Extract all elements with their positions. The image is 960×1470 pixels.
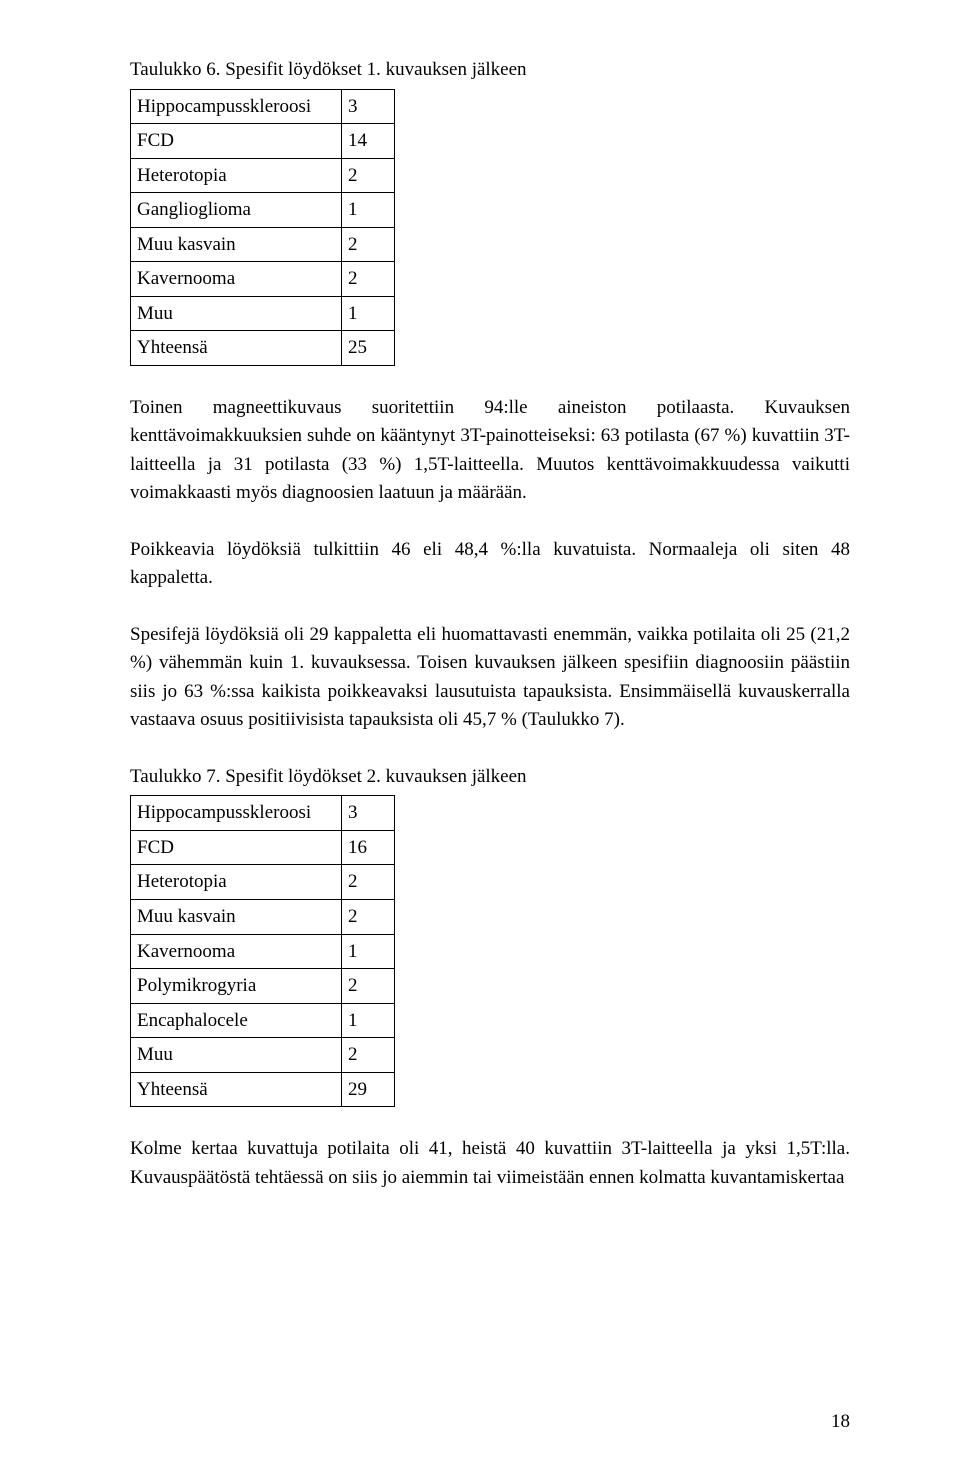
table2-cell-value: 1: [342, 1003, 395, 1038]
table-row: Yhteensä 25: [131, 331, 395, 366]
table2-cell-value: 16: [342, 830, 395, 865]
body-paragraph-3: Spesifejä löydöksiä oli 29 kappaletta el…: [130, 621, 850, 735]
table1-cell-value: 1: [342, 193, 395, 228]
table2-cell-value: 1: [342, 934, 395, 969]
table2-cell-label: Kavernooma: [131, 934, 342, 969]
body-paragraph-2: Poikkeavia löydöksiä tulkittiin 46 eli 4…: [130, 536, 850, 593]
table2-cell-label: Heterotopia: [131, 865, 342, 900]
table2-cell-label: Muu: [131, 1038, 342, 1073]
table1-cell-value: 25: [342, 331, 395, 366]
table1-cell-label: Muu: [131, 296, 342, 331]
table1-cell-value: 3: [342, 89, 395, 124]
table1-cell-label: Hippocampusskleroosi: [131, 89, 342, 124]
table1-cell-value: 2: [342, 227, 395, 262]
table1-cell-value: 14: [342, 124, 395, 159]
table2-cell-label: Yhteensä: [131, 1072, 342, 1107]
table2-cell-value: 29: [342, 1072, 395, 1107]
table1-cell-label: Kavernooma: [131, 262, 342, 297]
table-row: Encaphalocele 1: [131, 1003, 395, 1038]
table-row: Kavernooma 2: [131, 262, 395, 297]
table1-cell-label: Heterotopia: [131, 158, 342, 193]
table-row: Heterotopia 2: [131, 158, 395, 193]
table2-cell-label: Encaphalocele: [131, 1003, 342, 1038]
table1: Hippocampusskleroosi 3 FCD 14 Heterotopi…: [130, 89, 395, 366]
body-paragraph-1: Toinen magneettikuvaus suoritettiin 94:l…: [130, 394, 850, 508]
table1-cell-label: Yhteensä: [131, 331, 342, 366]
table-row: Muu 1: [131, 296, 395, 331]
table2-caption: Taulukko 7. Spesifit löydökset 2. kuvauk…: [130, 763, 850, 792]
table-row: FCD 16: [131, 830, 395, 865]
table2-cell-label: Polymikrogyria: [131, 969, 342, 1004]
table1-cell-label: Muu kasvain: [131, 227, 342, 262]
table2-cell-label: Muu kasvain: [131, 900, 342, 935]
table-row: Yhteensä 29: [131, 1072, 395, 1107]
table1-cell-label: FCD: [131, 124, 342, 159]
table2-cell-value: 2: [342, 969, 395, 1004]
table1-caption: Taulukko 6. Spesifit löydökset 1. kuvauk…: [130, 56, 850, 85]
table-row: Muu kasvain 2: [131, 227, 395, 262]
table1-cell-value: 2: [342, 262, 395, 297]
table-row: Heterotopia 2: [131, 865, 395, 900]
table2-cell-label: FCD: [131, 830, 342, 865]
body-paragraph-4: Kolme kertaa kuvattuja potilaita oli 41,…: [130, 1135, 850, 1192]
table-row: Hippocampusskleroosi 3: [131, 89, 395, 124]
table-row: Hippocampusskleroosi 3: [131, 796, 395, 831]
table-row: Ganglioglioma 1: [131, 193, 395, 228]
table2-cell-value: 2: [342, 900, 395, 935]
table2-cell-value: 2: [342, 865, 395, 900]
table2-cell-value: 2: [342, 1038, 395, 1073]
table-row: Muu kasvain 2: [131, 900, 395, 935]
table-row: FCD 14: [131, 124, 395, 159]
table2-cell-value: 3: [342, 796, 395, 831]
table-row: Kavernooma 1: [131, 934, 395, 969]
page-number: 18: [831, 1408, 850, 1437]
table2-cell-label: Hippocampusskleroosi: [131, 796, 342, 831]
table-row: Muu 2: [131, 1038, 395, 1073]
table1-cell-value: 1: [342, 296, 395, 331]
table1-cell-value: 2: [342, 158, 395, 193]
table2: Hippocampusskleroosi 3 FCD 16 Heterotopi…: [130, 795, 395, 1107]
table1-cell-label: Ganglioglioma: [131, 193, 342, 228]
table-row: Polymikrogyria 2: [131, 969, 395, 1004]
